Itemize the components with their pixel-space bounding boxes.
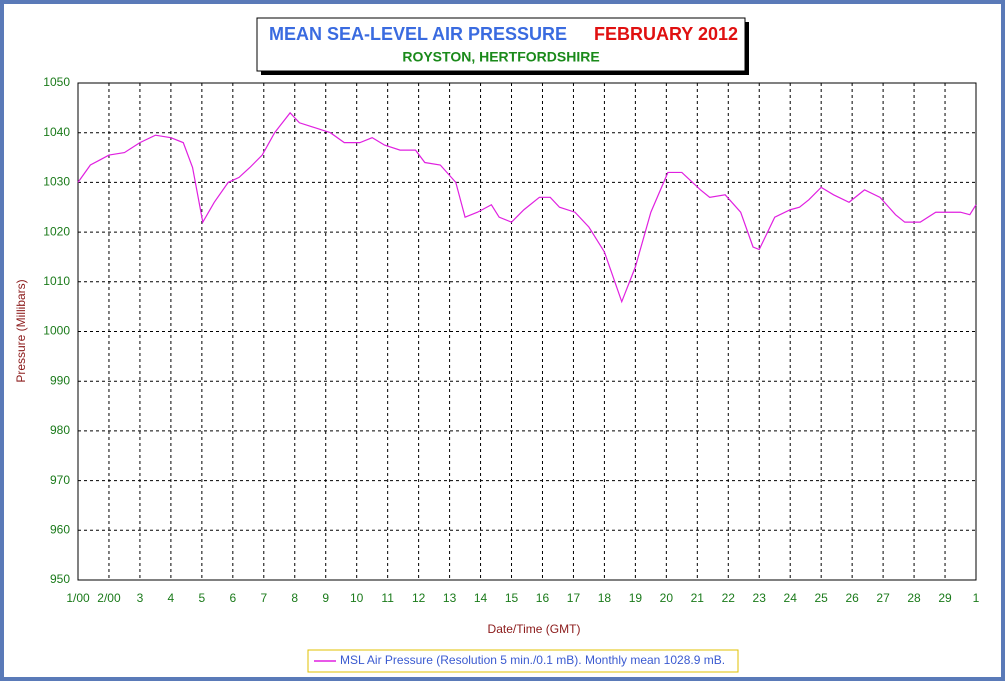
chart-title: MEAN SEA-LEVEL AIR PRESSURE [269,24,567,44]
y-tick-label: 970 [50,473,70,487]
x-tick-label: 23 [753,591,767,605]
x-tick-label: 25 [814,591,828,605]
y-axis-label: Pressure (Millibars) [14,279,28,382]
x-tick-label: 21 [691,591,705,605]
chart-title-date: FEBRUARY 2012 [594,24,738,44]
data-line [77,111,977,304]
y-tick-label: 1010 [43,274,70,288]
x-tick-label: 16 [536,591,550,605]
x-tick-label: 29 [938,591,952,605]
x-tick-label: 12 [412,591,426,605]
x-tick-label: 13 [443,591,457,605]
x-tick-label: 2/00 [97,591,121,605]
x-tick-label: 18 [598,591,612,605]
x-tick-label: 19 [629,591,643,605]
legend-box [307,649,739,673]
x-tick-label: 9 [322,591,329,605]
y-tick-label: 1000 [43,324,70,338]
legend-label: MSL Air Pressure (Resolution 5 min./0.1 … [340,653,725,667]
x-tick-label: 22 [722,591,736,605]
y-tick-label: 1020 [43,224,70,238]
x-tick-label: 1/00 [66,591,90,605]
x-tick-label: 5 [199,591,206,605]
x-tick-label: 4 [168,591,175,605]
x-tick-label: 1 [973,591,980,605]
x-tick-label: 10 [350,591,364,605]
x-tick-label: 11 [381,591,394,605]
x-tick-label: 6 [229,591,236,605]
x-tick-label: 20 [660,591,674,605]
x-tick-label: 26 [845,591,859,605]
x-tick-label: 14 [474,591,488,605]
x-tick-label: 3 [137,591,144,605]
y-tick-label: 990 [50,373,70,387]
x-tick-label: 28 [907,591,921,605]
x-axis-label: Date/Time (GMT) [488,622,581,636]
x-tick-label: 24 [784,591,798,605]
x-tick-label: 27 [876,591,890,605]
y-tick-label: 950 [50,572,70,586]
title-box [256,17,746,72]
plot-frame [77,82,977,581]
y-tick-label: 980 [50,423,70,437]
x-tick-label: 7 [260,591,267,605]
y-tick-label: 1050 [43,75,70,89]
chart-subtitle: ROYSTON, HERTFORDSHIRE [402,49,599,65]
x-tick-label: 15 [505,591,519,605]
x-tick-label: 17 [567,591,581,605]
y-tick-label: 1040 [43,125,70,139]
y-tick-label: 960 [50,522,70,536]
y-tick-label: 1030 [43,175,70,189]
x-tick-label: 8 [291,591,298,605]
